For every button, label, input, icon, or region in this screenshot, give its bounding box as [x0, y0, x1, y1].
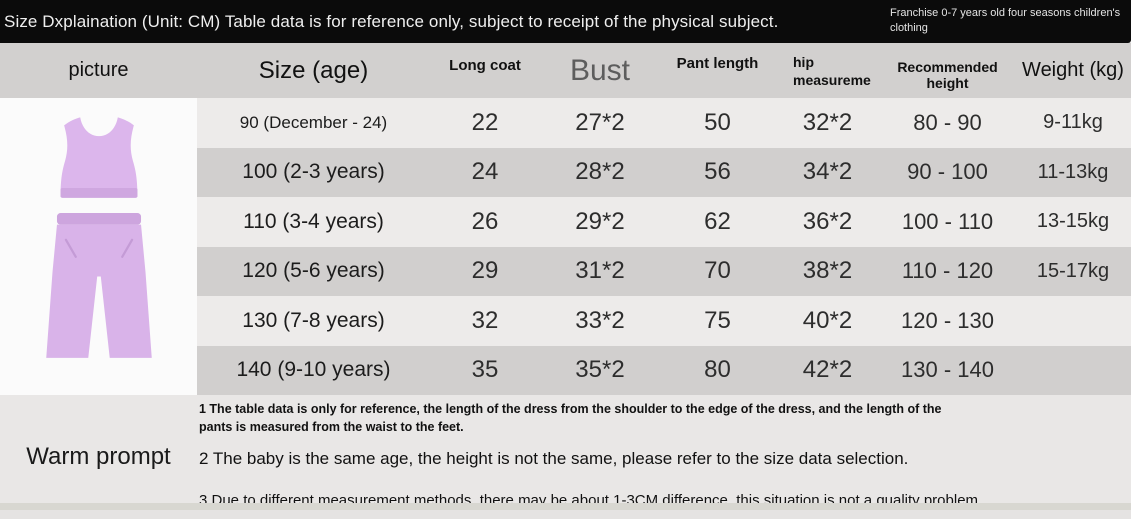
long-coat-value: 22 [471, 108, 499, 136]
size-label: 120 (5-6 years) [242, 259, 385, 283]
height-value: 100 - 110 [901, 208, 994, 234]
header-size-age: Size (age) [258, 56, 369, 84]
long-coat-value: 29 [471, 257, 499, 285]
table-row: 140 (9-10 years) 35 35*2 80 42*2 130 - 1… [197, 345, 1131, 396]
size-explanation-title: Size Dxplaination (Unit: CM) Table data … [4, 11, 779, 31]
pant-length-value: 75 [704, 306, 731, 334]
header-hip-line2: measureme [793, 72, 871, 89]
hip-value: 34*2 [802, 158, 853, 186]
pant-length-value: 70 [704, 257, 731, 285]
warm-prompt-section: Warm prompt 1 The table data is only for… [0, 395, 1131, 519]
size-rows: 90 (December - 24) 22 27*2 50 32*2 80 - … [197, 98, 1131, 395]
bust-value: 29*2 [575, 207, 625, 235]
header-bust: Bust [569, 53, 631, 87]
bust-value: 31*2 [575, 257, 625, 285]
height-value: 80 - 90 [913, 109, 982, 135]
header-weight: Weight (kg) [1022, 59, 1124, 81]
long-coat-value: 24 [471, 158, 499, 186]
header-picture: picture [68, 59, 129, 81]
hip-value: 36*2 [802, 207, 853, 235]
franchise-subtitle: Franchise 0-7 years old four seasons chi… [890, 7, 1121, 34]
hip-value: 32*2 [802, 108, 853, 136]
weight-value: 15-17kg [1036, 259, 1110, 282]
product-photo-lavender-outfit-icon [45, 116, 152, 358]
table-row: 120 (5-6 years) 29 31*2 70 38*2 110 - 12… [197, 246, 1131, 296]
table-row: 100 (2-3 years) 24 28*2 56 34*2 90 - 100… [197, 147, 1131, 197]
bust-value: 28*2 [575, 158, 625, 186]
bust-value: 27*2 [575, 108, 625, 136]
table-row: 90 (December - 24) 22 27*2 50 32*2 80 - … [197, 98, 1131, 148]
pant-length-value: 62 [704, 207, 731, 235]
bottom-light-strip [0, 510, 1131, 519]
size-label: 130 (7-8 years) [242, 308, 385, 332]
bust-value: 35*2 [575, 356, 625, 384]
long-coat-value: 26 [471, 207, 499, 235]
weight-value: 11-13kg [1037, 160, 1109, 183]
size-label: 90 (December - 24) [239, 112, 388, 132]
size-label: 110 (3-4 years) [243, 209, 384, 233]
bust-value: 33*2 [575, 306, 625, 334]
height-value: 110 - 120 [901, 258, 994, 284]
pant-length-value: 50 [704, 108, 731, 136]
pant-length-value: 56 [704, 158, 731, 186]
hip-value: 42*2 [802, 356, 853, 384]
pant-length-value: 80 [704, 356, 731, 384]
warm-prompt-label: Warm prompt [26, 443, 171, 470]
height-value: 120 - 130 [901, 307, 994, 333]
weight-value [1015, 296, 1131, 346]
note-1: 1 The table data is only for reference, … [199, 402, 942, 435]
hip-value: 38*2 [802, 257, 853, 285]
table-row: 110 (3-4 years) 26 29*2 62 36*2 100 - 11… [197, 197, 1131, 247]
hip-value: 40*2 [802, 306, 853, 334]
table-row: 130 (7-8 years) 32 33*2 75 40*2 120 - 13… [197, 296, 1131, 346]
header-long-coat: Long coat [449, 57, 521, 74]
notes-list: 1 The table data is only for reference, … [197, 395, 1131, 519]
weight-value [1015, 346, 1131, 396]
table-header-row: picture Size (age) Long coat Bust Pant l… [0, 43, 1131, 98]
header-pant-length: Pant length [676, 55, 759, 72]
long-coat-value: 32 [471, 306, 499, 334]
title-bar: Size Dxplaination (Unit: CM) Table data … [0, 0, 1131, 43]
size-label: 100 (2-3 years) [242, 160, 385, 184]
long-coat-value: 35 [471, 356, 499, 384]
header-hip-measurement: hip measureme [775, 43, 880, 98]
note-2: 2 The baby is the same age, the height i… [199, 449, 909, 469]
size-table-body: 90 (December - 24) 22 27*2 50 32*2 80 - … [0, 98, 1131, 395]
weight-value: 9-11kg [1043, 111, 1103, 134]
bottom-divider-band [0, 503, 1131, 510]
header-hip-line1: hip [793, 54, 814, 70]
size-label: 140 (9-10 years) [236, 358, 391, 382]
product-photo-cell [0, 98, 197, 395]
header-recommended-height: Recommended height [897, 59, 998, 91]
height-value: 130 - 140 [901, 357, 994, 383]
height-value: 90 - 100 [907, 159, 988, 185]
weight-value: 13-15kg [1036, 210, 1110, 233]
